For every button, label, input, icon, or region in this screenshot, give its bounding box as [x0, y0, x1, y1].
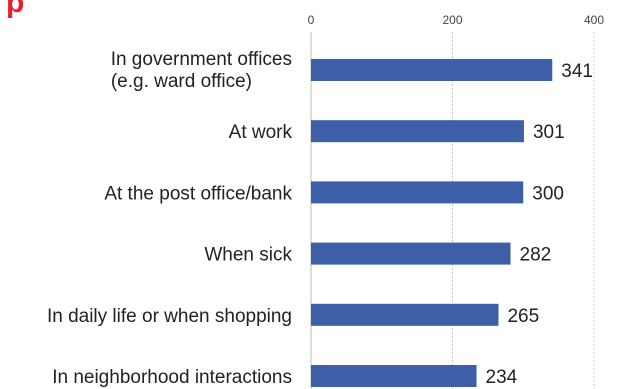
- x-tick-labels: 0 200 400: [308, 13, 605, 27]
- value-label: 282: [520, 245, 552, 266]
- gridlines: [310, 32, 595, 389]
- value-label: 341: [561, 61, 593, 82]
- value-label: 301: [533, 122, 565, 143]
- category-label: At the post office/bank: [104, 183, 292, 204]
- chart-title-fragment: p: [6, 0, 25, 19]
- bar: [311, 181, 524, 204]
- value-label: 265: [507, 306, 539, 327]
- bar: [311, 59, 553, 81]
- category-label: In daily life or when shopping: [47, 306, 292, 327]
- bars: [311, 59, 553, 387]
- category-label: When sick: [204, 245, 292, 266]
- bar: [311, 242, 511, 265]
- value-label: 234: [486, 367, 518, 388]
- x-tick-label: 200: [442, 13, 462, 27]
- bar: [311, 303, 499, 326]
- category-label: In neighborhood interactions: [52, 367, 292, 388]
- bar: [311, 120, 524, 143]
- value-label: 300: [532, 183, 564, 204]
- category-label: In government offices (e.g. ward office): [111, 49, 292, 92]
- category-label: At work: [229, 122, 293, 143]
- category-labels: In government offices (e.g. ward office) A…: [47, 49, 293, 388]
- x-tick-label: 0: [308, 13, 315, 27]
- x-tick-label: 400: [584, 13, 604, 27]
- bar: [311, 365, 477, 387]
- value-labels: 341 301 300 282 265 234: [486, 61, 593, 388]
